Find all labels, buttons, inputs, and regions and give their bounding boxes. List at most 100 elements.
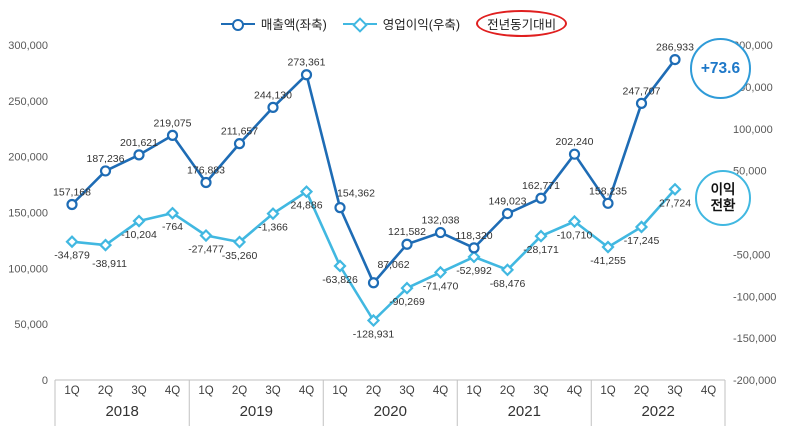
profit-point-marker bbox=[65, 235, 79, 249]
revenue-point-marker bbox=[233, 138, 246, 150]
right-axis-tick: 100,000 bbox=[733, 124, 773, 136]
profit-point-marker bbox=[98, 238, 113, 252]
profit-data-label: -52,992 bbox=[456, 265, 492, 277]
revenue-point-marker bbox=[669, 53, 681, 66]
profit-series-line-icon bbox=[342, 16, 377, 33]
quarter-label: 4Q bbox=[299, 385, 314, 397]
year-label: 2020 bbox=[374, 403, 407, 420]
profit-point-marker bbox=[433, 265, 448, 279]
profit-point-marker bbox=[266, 207, 280, 221]
profit-point-marker bbox=[165, 206, 180, 220]
revenue-data-label: 187,236 bbox=[87, 153, 125, 165]
quarter-label: 3Q bbox=[667, 385, 682, 397]
quarter-label: 3Q bbox=[131, 385, 146, 397]
profit-data-label: -63,826 bbox=[322, 274, 358, 286]
revenue-point-marker bbox=[635, 97, 648, 109]
quarter-label: 2Q bbox=[634, 385, 649, 397]
profit-data-label: -38,911 bbox=[92, 258, 127, 270]
revenue-data-label: 154,362 bbox=[337, 188, 375, 200]
profit-data-label: -764 bbox=[162, 221, 183, 233]
profit-turnaround-badge: 이익 전환 bbox=[695, 170, 751, 226]
revenue-point-marker bbox=[501, 207, 514, 220]
quarter-label: 1Q bbox=[64, 385, 79, 397]
profit-data-label: 27,724 bbox=[659, 197, 691, 209]
quarter-label: 3Q bbox=[533, 385, 548, 397]
right-axis-tick: -50,000 bbox=[733, 249, 770, 261]
profit-data-label: -68,476 bbox=[490, 278, 526, 290]
right-axis-tick: 50,000 bbox=[733, 166, 767, 178]
profit-data-label: -90,269 bbox=[389, 296, 425, 308]
revenue-point-marker bbox=[166, 129, 179, 141]
quarter-label: 1Q bbox=[466, 385, 481, 397]
yoy-comparison-label: 전년동기대비 bbox=[476, 10, 568, 37]
quarter-label: 4Q bbox=[165, 385, 180, 397]
quarter-label: 2Q bbox=[366, 385, 381, 397]
profit-point-marker bbox=[299, 185, 314, 199]
circle-marker-icon bbox=[231, 18, 244, 31]
profit-point-marker bbox=[366, 313, 381, 328]
year-label: 2018 bbox=[105, 403, 138, 420]
chart-legend: 매출액(좌축) 영업이익(우축) 전년동기대비 bbox=[0, 10, 788, 37]
profit-point-marker bbox=[232, 235, 247, 249]
revenue-data-label: 219,075 bbox=[154, 117, 192, 129]
profit-data-label: -10,710 bbox=[557, 229, 593, 241]
profit-point-marker bbox=[400, 281, 414, 295]
profit-point-marker bbox=[333, 259, 347, 273]
revenue-data-label: 87,062 bbox=[377, 259, 409, 271]
revenue-data-label: 162,771 bbox=[522, 180, 560, 192]
left-axis-tick: 300,000 bbox=[8, 40, 48, 52]
quarter-label: 4Q bbox=[567, 385, 582, 397]
growth-rate-badge: +73.6 bbox=[690, 38, 751, 99]
revenue-data-label: 157,168 bbox=[53, 186, 91, 198]
revenue-line bbox=[71, 58, 677, 285]
revenue-data-label: 247,707 bbox=[623, 85, 661, 97]
left-axis-tick: 150,000 bbox=[8, 208, 48, 220]
revenue-point-marker bbox=[133, 149, 145, 161]
revenue-point-marker bbox=[434, 226, 447, 239]
profit-data-label: -1,366 bbox=[258, 222, 288, 234]
left-axis-tick: 100,000 bbox=[8, 263, 48, 275]
left-axis-tick: 0 bbox=[42, 375, 48, 387]
profit-data-label: -35,260 bbox=[222, 250, 258, 262]
revenue-data-label: 202,240 bbox=[556, 136, 594, 148]
revenue-data-label: 176,883 bbox=[187, 164, 225, 176]
year-label: 2022 bbox=[641, 403, 674, 420]
quarter-label: 4Q bbox=[433, 385, 448, 397]
revenue-series-line-icon bbox=[220, 18, 255, 31]
growth-rate-value: +73.6 bbox=[700, 59, 741, 77]
revenue-point-marker bbox=[267, 101, 279, 113]
left-axis-tick: 250,000 bbox=[8, 96, 48, 108]
legend-label-revenue: 매출액(좌축) bbox=[260, 18, 327, 32]
right-axis-tick: -200,000 bbox=[733, 375, 776, 387]
legend-item-operating-profit: 영업이익(우축) bbox=[342, 14, 460, 33]
profit-point-marker bbox=[534, 229, 548, 243]
quarter-label: 1Q bbox=[600, 385, 615, 397]
profit-data-label: -27,477 bbox=[188, 244, 224, 256]
profit-data-label: -10,204 bbox=[121, 229, 157, 241]
right-axis-tick: -150,000 bbox=[733, 333, 776, 345]
quarter-label: 2Q bbox=[232, 385, 247, 397]
profit-data-label: -71,470 bbox=[423, 280, 459, 292]
profit-data-label: -41,255 bbox=[590, 255, 626, 267]
profit-data-label: -17,245 bbox=[624, 235, 660, 247]
revenue-data-label: 118,320 bbox=[455, 230, 492, 242]
revenue-point-marker bbox=[401, 238, 413, 250]
quarter-label: 2Q bbox=[500, 385, 515, 397]
quarter-label: 4Q bbox=[701, 385, 716, 397]
turnaround-text-line1: 이익 bbox=[710, 182, 736, 198]
turnaround-text-line2: 전환 bbox=[710, 198, 736, 213]
revenue-point-marker bbox=[535, 192, 547, 204]
operating-profit-line bbox=[71, 188, 676, 322]
profit-point-marker bbox=[500, 263, 515, 277]
year-label: 2019 bbox=[240, 403, 273, 420]
revenue-data-label: 201,621 bbox=[120, 137, 158, 149]
profit-point-marker bbox=[634, 220, 649, 234]
revenue-data-label: 244,130 bbox=[254, 89, 292, 101]
quarter-label: 3Q bbox=[399, 385, 414, 397]
diamond-marker-icon bbox=[351, 16, 368, 33]
profit-data-label: -28,171 bbox=[523, 244, 559, 256]
revenue-data-label: 273,361 bbox=[288, 57, 326, 69]
profit-point-marker bbox=[199, 228, 213, 243]
